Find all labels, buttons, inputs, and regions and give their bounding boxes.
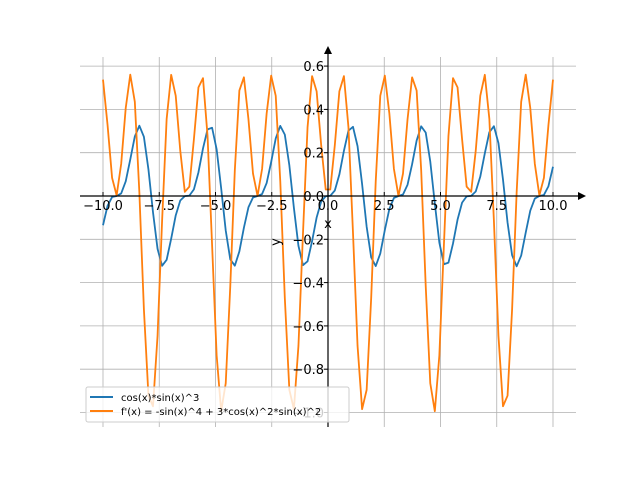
x-tick-label-8: 10.0 bbox=[539, 199, 568, 214]
y-tick-label-5: −0.4 bbox=[292, 277, 324, 292]
y-tick-label-2: 0.2 bbox=[303, 147, 324, 162]
legend-label-series-0: cos(x)*sin(x)^3 bbox=[121, 393, 199, 404]
x-tick-label-0: −10.0 bbox=[83, 199, 123, 214]
x-tick-label-6: 5.0 bbox=[430, 199, 451, 214]
y-tick-label-0: 0.6 bbox=[303, 60, 324, 75]
y-tick-label-3: 0.0 bbox=[303, 190, 324, 205]
x-tick-label-5: 2.5 bbox=[374, 199, 395, 214]
y-tick-label-6: −0.6 bbox=[292, 320, 324, 335]
legend: cos(x)*sin(x)^3 f'(x) = -sin(x)^4 + 3*co… bbox=[85, 386, 350, 423]
x-tick-label-1: −7.5 bbox=[143, 199, 175, 214]
x-tick-label-3: −2.5 bbox=[256, 199, 288, 214]
x-tick-label-4: 0.0 bbox=[318, 199, 339, 214]
y-axis-label: y bbox=[269, 238, 284, 246]
legend-label-series-1: f'(x) = -sin(x)^4 + 3*cos(x)^2*sin(x)^2 bbox=[121, 407, 321, 418]
ticks: −10.0 −7.5 −5.0 −2.5 0.0 2.5 5.0 7.5 10.0 0.6 0.4 0… bbox=[83, 60, 567, 421]
y-tick-label-4: −0.2 bbox=[292, 233, 324, 248]
y-tick-label-1: 0.4 bbox=[303, 103, 324, 118]
legend-box bbox=[85, 386, 350, 423]
x-tick-label-2: −5.0 bbox=[200, 199, 232, 214]
y-axis-arrow-icon bbox=[324, 46, 332, 54]
y-tick-label-7: −0.8 bbox=[292, 363, 324, 378]
x-axis-label: x bbox=[324, 217, 332, 232]
x-axis-arrow-icon bbox=[578, 192, 586, 200]
x-tick-label-7: 7.5 bbox=[486, 199, 507, 214]
